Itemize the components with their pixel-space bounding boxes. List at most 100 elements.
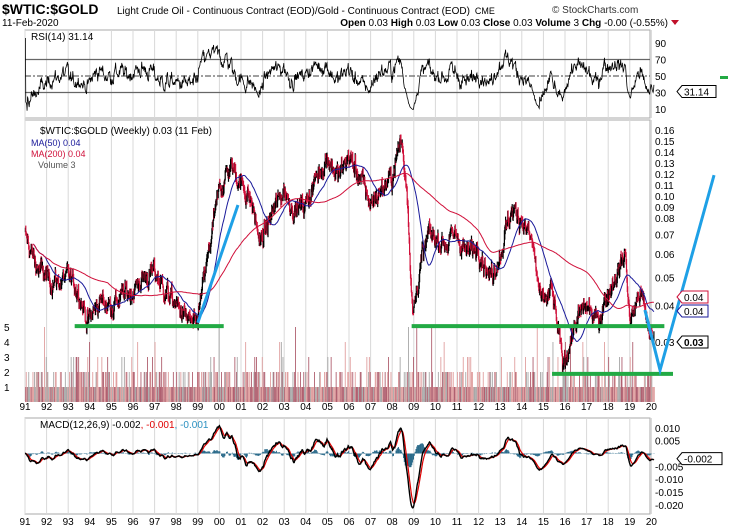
macd-histogram-bar (257, 453, 259, 456)
volume-bar (489, 372, 491, 402)
macd-histogram-bar (226, 451, 228, 454)
volume-bar (463, 387, 465, 402)
volume-bar (487, 372, 489, 402)
high-label: High (391, 18, 413, 29)
volume-bar (382, 372, 384, 402)
volume-bar (169, 387, 171, 402)
macd-histogram-bar (40, 451, 42, 454)
macd-histogram-bar (648, 453, 650, 456)
volume-bar (360, 372, 362, 402)
macd-histogram-bar (206, 451, 208, 454)
volume-bar (305, 372, 306, 402)
macd-histogram-bar (403, 453, 405, 463)
macd-histogram-bar (100, 452, 102, 454)
macd-histogram-bar (101, 452, 103, 454)
macd-histogram-bar (554, 453, 556, 455)
macd-histogram-bar (43, 452, 45, 454)
macd-histogram-bar (629, 453, 631, 460)
macd-histogram-bar (534, 453, 536, 456)
macd-histogram-bar (31, 453, 33, 455)
volume-bar (483, 387, 485, 402)
macd-histogram-bar (609, 452, 611, 454)
macd-histogram-bar (619, 452, 621, 454)
volume-bar (592, 387, 594, 402)
volume-bar (157, 387, 158, 402)
macd-histogram-bar (260, 453, 262, 455)
volume-bar (118, 387, 120, 402)
macd-histogram-bar (517, 453, 519, 457)
volume-bar (542, 387, 544, 402)
macd-histogram-bar (476, 453, 478, 454)
volume-bar (604, 372, 606, 402)
macd-histogram-bar (519, 453, 521, 459)
macd-histogram-bar (321, 453, 323, 455)
price-y-tick: 0.14 (655, 148, 675, 159)
macd-histogram-bar (571, 450, 573, 454)
macd-histogram-bar (332, 453, 334, 456)
macd-histogram-bar (545, 451, 547, 454)
macd-histogram-bar (35, 453, 37, 455)
macd-histogram-bar (52, 453, 54, 455)
volume-bar (308, 357, 310, 402)
volume-bar (395, 387, 397, 402)
macd-histogram-bar (163, 453, 165, 455)
macd-histogram-bar (337, 452, 339, 454)
volume-bar (427, 387, 428, 402)
volume-bar (193, 387, 195, 402)
macd-histogram-bar (507, 450, 509, 454)
volume-bar (420, 387, 422, 402)
volume-bar (62, 387, 64, 402)
volume-bar (607, 387, 609, 402)
volume-bar (229, 372, 231, 402)
volume-bar (161, 357, 163, 402)
macd-histogram-bar (370, 453, 372, 455)
macd-histogram-bar (396, 449, 398, 454)
volume-bar (179, 387, 181, 402)
macd-histogram-bar (315, 450, 317, 454)
volume-value: 3 (574, 18, 580, 29)
volume-bar (132, 372, 134, 402)
volume-bar (620, 372, 622, 402)
macd-histogram-bar (208, 451, 210, 454)
macd-histogram-bar (397, 447, 399, 454)
volume-bar (461, 372, 463, 402)
volume-bar (636, 387, 638, 402)
macd-histogram-bar (85, 453, 87, 454)
macd-histogram-bar (347, 452, 349, 454)
volume-bar (481, 387, 482, 402)
volume-bar (302, 387, 304, 402)
volume-bar (446, 372, 448, 402)
volume-bar (305, 387, 307, 402)
macd-histogram-bar (39, 453, 41, 454)
x-tick-label: 09 (408, 402, 420, 413)
volume-bar (413, 357, 414, 402)
macd-histogram-bar (91, 452, 93, 454)
volume-bar (172, 387, 173, 402)
macd-histogram-bar (143, 452, 144, 454)
macd-histogram-bar (161, 453, 163, 454)
volume-bar (74, 387, 75, 402)
volume-bar (648, 372, 649, 402)
volume-bar (323, 387, 325, 402)
volume-bar (629, 387, 630, 402)
macd-histogram-bar (504, 450, 506, 454)
macd-histogram-bar (256, 453, 258, 456)
volume-bar (482, 372, 484, 402)
volume-bar (586, 372, 588, 402)
macd-histogram-bar (285, 453, 287, 455)
volume-bar (115, 372, 117, 402)
macd-histogram-bar (226, 451, 227, 454)
volume-bar (472, 387, 474, 402)
volume-bar (147, 357, 148, 402)
macd-histogram-bar (359, 453, 360, 458)
volume-bar (176, 372, 178, 402)
date-label: 11-Feb-2020 (2, 18, 59, 29)
macd-histogram-bar (256, 453, 257, 456)
macd-histogram-bar (57, 452, 59, 454)
volume-bar (627, 372, 629, 402)
volume-bar (257, 372, 259, 402)
macd-histogram-bar (566, 452, 568, 454)
volume-bar (569, 387, 571, 402)
x-tick-label: 07 (365, 402, 377, 413)
macd-histogram-bar (319, 453, 321, 455)
